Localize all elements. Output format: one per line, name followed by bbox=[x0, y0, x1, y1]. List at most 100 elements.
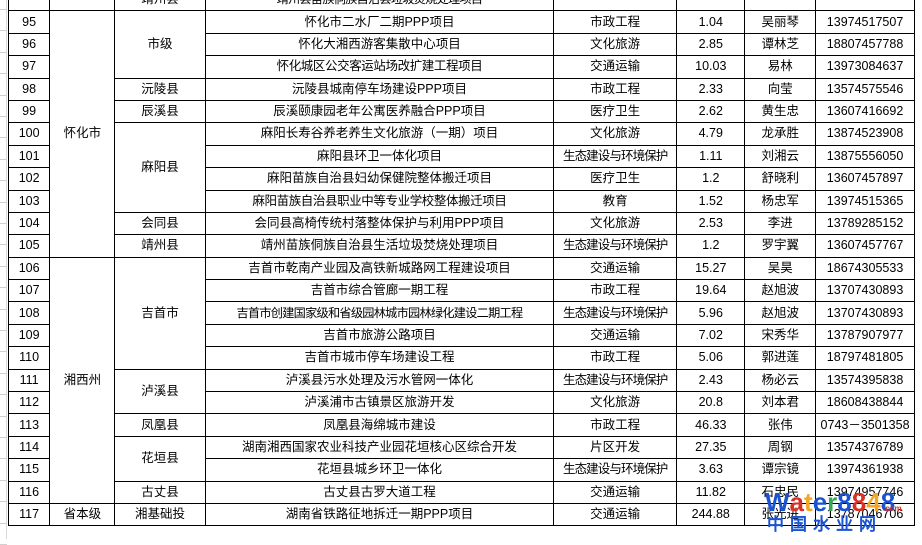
cell-county: 辰溪县 bbox=[114, 99, 206, 124]
table-row-partial[interactable]: 靖州县 靖州县苗族侗族自治县垃圾焚烧处理项目 bbox=[7, 0, 915, 12]
cell-field: 交通运输 bbox=[553, 502, 678, 527]
cell-no: 109 bbox=[7, 323, 51, 348]
cell-person bbox=[744, 0, 817, 12]
cell-phone: 13789285152 bbox=[815, 211, 915, 236]
cell-no: 95 bbox=[7, 10, 51, 34]
cell-amount: 27.35 bbox=[676, 435, 746, 460]
cell-phone: 13875556050 bbox=[815, 144, 915, 169]
cell-phone: 0743－3501358 bbox=[815, 413, 915, 437]
table-row[interactable]: 95 怀化市 市级 怀化市二水厂二期PPP项目 市政工程 1.04 吴丽琴 13… bbox=[7, 10, 915, 258]
table-row[interactable]: 106 湘西州 吉首市 吉首市乾南产业园及高铁新城路网工程建设项目 交通运输 1… bbox=[7, 256, 915, 504]
cell-project: 古丈县古罗大道工程 bbox=[204, 480, 555, 504]
table-row[interactable]: 100 麻阳县 麻阳长寿谷养老养生文化旅游（一期）项目 文化旅游 4.79 龙承… bbox=[7, 122, 915, 213]
cell-project: 辰溪颐康园老年公寓医养融合PPP项目 bbox=[204, 99, 555, 124]
table-row[interactable]: 114 花垣县 湖南湘西国家农业科技产业园花垣核心区综合开发 片区开发 27.3… bbox=[7, 435, 915, 482]
cell-amount: 20.8 bbox=[676, 391, 746, 415]
cell-field: 生态建设与环境保护 bbox=[553, 144, 678, 169]
table-row[interactable]: 104 会同县 会同县高椅传统村落整体保护与利用PPP项目 文化旅游 2.53 … bbox=[7, 211, 915, 236]
table-row[interactable]: 101 麻阳县环卫一体化项目 生态建设与环境保护 1.11 刘湘云 138755… bbox=[7, 144, 915, 169]
cell-person: 舒晓利 bbox=[744, 167, 817, 191]
cell-phone: 13874523908 bbox=[815, 122, 915, 146]
cell-field: 生态建设与环境保护 bbox=[553, 458, 678, 482]
cell-field: 片区开发 bbox=[553, 435, 678, 460]
cell-county: 凤凰县 bbox=[114, 413, 206, 437]
cell-phone: 18674305533 bbox=[815, 256, 915, 281]
cell-amount: 7.02 bbox=[676, 323, 746, 348]
cell-amount: 5.96 bbox=[676, 301, 746, 325]
cell-no: 115 bbox=[7, 458, 51, 482]
cell-person: 张光进 bbox=[744, 502, 817, 527]
cell-amount: 2.85 bbox=[676, 32, 746, 57]
cell-field: 教育 bbox=[553, 189, 678, 213]
cell-amount: 5.06 bbox=[676, 346, 746, 370]
cell-person: 张伟 bbox=[744, 413, 817, 437]
cell-project: 吉首市城市停车场建设工程 bbox=[204, 346, 555, 370]
cell-project: 花垣县城乡环卫一体化 bbox=[204, 458, 555, 482]
table-row[interactable]: 111 泸溪县 泸溪县污水处理及污水管网一体化 生态建设与环境保护 2.43 杨… bbox=[7, 368, 915, 415]
cell-phone: 18608438844 bbox=[815, 391, 915, 415]
cell-phone bbox=[815, 0, 915, 12]
table-row[interactable]: 116 古丈县 古丈县古罗大道工程 交通运输 11.82 石忠民 1397495… bbox=[7, 480, 915, 504]
cell-no: 96 bbox=[7, 32, 51, 57]
cell-person: 周钢 bbox=[744, 435, 817, 460]
cell-city: 湘西州 bbox=[49, 256, 116, 504]
cell-project: 会同县高椅传统村落整体保护与利用PPP项目 bbox=[204, 211, 555, 236]
cell-no bbox=[7, 0, 51, 12]
table-row[interactable]: 96 怀化大湘西游客集散中心项目 文化旅游 2.85 谭林芝 188074577… bbox=[7, 32, 915, 57]
cell-phone: 18797481805 bbox=[815, 346, 915, 370]
table-row[interactable]: 103 麻阳苗族自治县职业中等专业学校整体搬迁项目 教育 1.52 杨忠军 13… bbox=[7, 189, 915, 213]
cell-field: 交通运输 bbox=[553, 323, 678, 348]
cell-no: 105 bbox=[7, 234, 51, 258]
cell-amount: 3.63 bbox=[676, 458, 746, 482]
table-row[interactable]: 117 省本级 湘基础投 湖南省铁路征地拆迁一期PPP项目 交通运输 244.8… bbox=[7, 502, 915, 527]
table-row[interactable]: 115 花垣县城乡环卫一体化 生态建设与环境保护 3.63 谭宗镜 139743… bbox=[7, 458, 915, 482]
table-row[interactable]: 113 凤凰县 凤凰县海绵城市建设 市政工程 46.33 张伟 0743－350… bbox=[7, 413, 915, 437]
cell-no: 112 bbox=[7, 391, 51, 415]
table-row[interactable]: 102 麻阳苗族自治县妇幼保健院整体搬迁项目 医疗卫生 1.2 舒晓利 1360… bbox=[7, 167, 915, 191]
cell-amount: 15.27 bbox=[676, 256, 746, 281]
cell-amount: 1.04 bbox=[676, 10, 746, 34]
cell-field: 市政工程 bbox=[553, 413, 678, 437]
cell-phone: 13974515365 bbox=[815, 189, 915, 213]
cell-no: 103 bbox=[7, 189, 51, 213]
table-row[interactable]: 105 靖州县 靖州苗族侗族自治县生活垃圾焚烧处理项目 生态建设与环境保护 1.… bbox=[7, 234, 915, 258]
table-row[interactable]: 110 吉首市城市停车场建设工程 市政工程 5.06 郭进莲 187974818… bbox=[7, 346, 915, 370]
cell-field: 文化旅游 bbox=[553, 391, 678, 415]
table-row[interactable]: 108 吉首市创建国家级和省级园林城市园林绿化建设二期工程 生态建设与环境保护 … bbox=[7, 301, 915, 325]
cell-amount: 2.33 bbox=[676, 77, 746, 101]
cell-field: 生态建设与环境保护 bbox=[553, 301, 678, 325]
cell-county: 古丈县 bbox=[114, 480, 206, 504]
cell-phone: 13574395838 bbox=[815, 368, 915, 393]
cell-project: 吉首市创建国家级和省级园林城市园林绿化建设二期工程 bbox=[204, 301, 555, 325]
cell-field: 医疗卫生 bbox=[553, 99, 678, 124]
cell-field: 文化旅游 bbox=[553, 211, 678, 236]
cell-person: 谭林芝 bbox=[744, 32, 817, 57]
cell-phone: 13574376789 bbox=[815, 435, 915, 460]
cell-person: 宋秀华 bbox=[744, 323, 817, 348]
cell-amount: 2.53 bbox=[676, 211, 746, 236]
table-row[interactable]: 98 沅陵县 沅陵县城南停车场建设PPP项目 市政工程 2.33 向莹 1357… bbox=[7, 77, 915, 101]
cell-phone: 13974957746 bbox=[815, 480, 915, 504]
cell-no: 108 bbox=[7, 301, 51, 325]
cell-person: 李进 bbox=[744, 211, 817, 236]
cell-amount: 46.33 bbox=[676, 413, 746, 437]
table-row[interactable]: 109 吉首市旅游公路项目 交通运输 7.02 宋秀华 13787907977 bbox=[7, 323, 915, 348]
cell-field: 市政工程 bbox=[553, 77, 678, 101]
cell-no: 106 bbox=[7, 256, 51, 281]
cell-person: 易林 bbox=[744, 55, 817, 79]
cell-amount bbox=[676, 0, 746, 12]
cell-no: 110 bbox=[7, 346, 51, 370]
table-row[interactable]: 99 辰溪县 辰溪颐康园老年公寓医养融合PPP项目 医疗卫生 2.62 黄生忠 … bbox=[7, 99, 915, 124]
cell-phone: 13973084637 bbox=[815, 55, 915, 79]
cell-project: 吉首市综合管廊一期工程 bbox=[204, 279, 555, 303]
cell-project: 靖州县苗族侗族自治县垃圾焚烧处理项目 bbox=[204, 0, 555, 12]
cell-no: 117 bbox=[7, 502, 51, 527]
cell-no: 114 bbox=[7, 435, 51, 460]
cell-amount: 19.64 bbox=[676, 279, 746, 303]
cell-project: 麻阳苗族自治县妇幼保健院整体搬迁项目 bbox=[204, 167, 555, 191]
table-row[interactable]: 112 泸溪浦市古镇景区旅游开发 文化旅游 20.8 刘本君 186084388… bbox=[7, 391, 915, 415]
cell-no: 100 bbox=[7, 122, 51, 146]
cell-no: 98 bbox=[7, 77, 51, 101]
cell-field bbox=[553, 0, 678, 12]
table-row[interactable]: 107 吉首市综合管廊一期工程 市政工程 19.64 赵旭波 137074308… bbox=[7, 279, 915, 303]
